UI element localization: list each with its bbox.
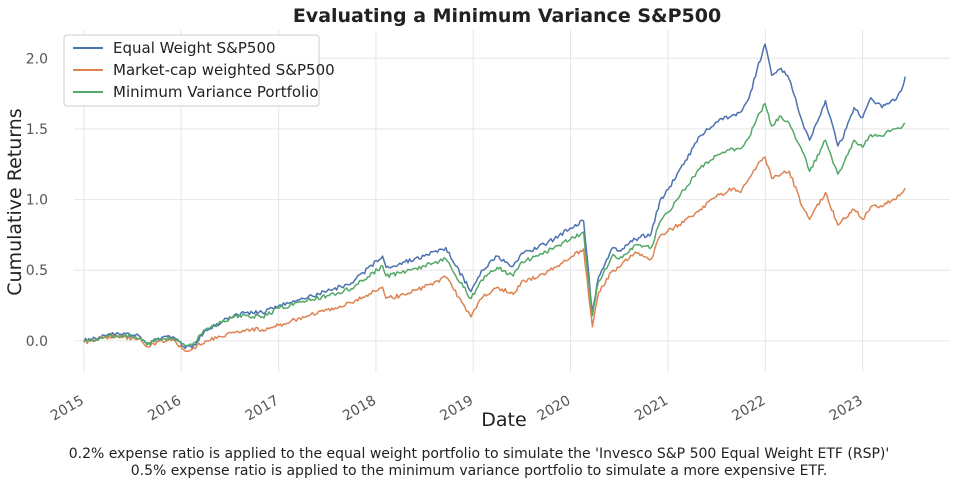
- series-line-2: [83, 156, 906, 353]
- y-axis-title: Cumulative Returns: [4, 108, 26, 295]
- x-tick-label: 2017: [243, 393, 282, 425]
- legend-box: [63, 34, 320, 107]
- x-tick-label: 2020: [535, 393, 574, 425]
- legend: Equal Weight S&P500 Market-cap weighted S…: [63, 34, 335, 107]
- y-tick-label: 2.0: [26, 51, 48, 67]
- series-line-3: [83, 102, 906, 347]
- footnote-line-2: 0.5% expense ratio is applied to the min…: [130, 463, 828, 479]
- x-tick-label: 2019: [437, 393, 476, 425]
- x-tick-label: 2015: [48, 393, 87, 425]
- x-tick-label: 2023: [827, 393, 866, 425]
- x-tick-label: 2018: [340, 393, 379, 425]
- chart-title: Evaluating a Minimum Variance S&P500: [293, 5, 721, 27]
- x-axis-title: Date: [481, 409, 526, 431]
- y-tick-label: 1.5: [26, 122, 48, 138]
- y-tick-label: 0.5: [26, 263, 48, 279]
- y-axis-ticks: 0.0 0.5 1.0 1.5 2.0: [26, 51, 48, 350]
- x-tick-label: 2016: [145, 393, 184, 425]
- x-tick-label: 2022: [729, 393, 768, 425]
- x-tick-label: 2021: [632, 393, 671, 425]
- x-axis-ticks: 2015 2016 2017 2018 2019 2020 2021 2022 2023: [48, 393, 866, 425]
- legend-label: Equal Weight S&P500: [113, 39, 276, 57]
- series-lines: [83, 43, 906, 353]
- legend-label: Market-cap weighted S&P500: [113, 61, 335, 79]
- series-line-1: [83, 43, 906, 350]
- y-tick-label: 1.0: [26, 193, 48, 209]
- y-tick-label: 0.0: [26, 334, 48, 350]
- footnote-line-1: 0.2% expense ratio is applied to the equ…: [68, 446, 890, 462]
- legend-label: Minimum Variance Portfolio: [113, 83, 319, 101]
